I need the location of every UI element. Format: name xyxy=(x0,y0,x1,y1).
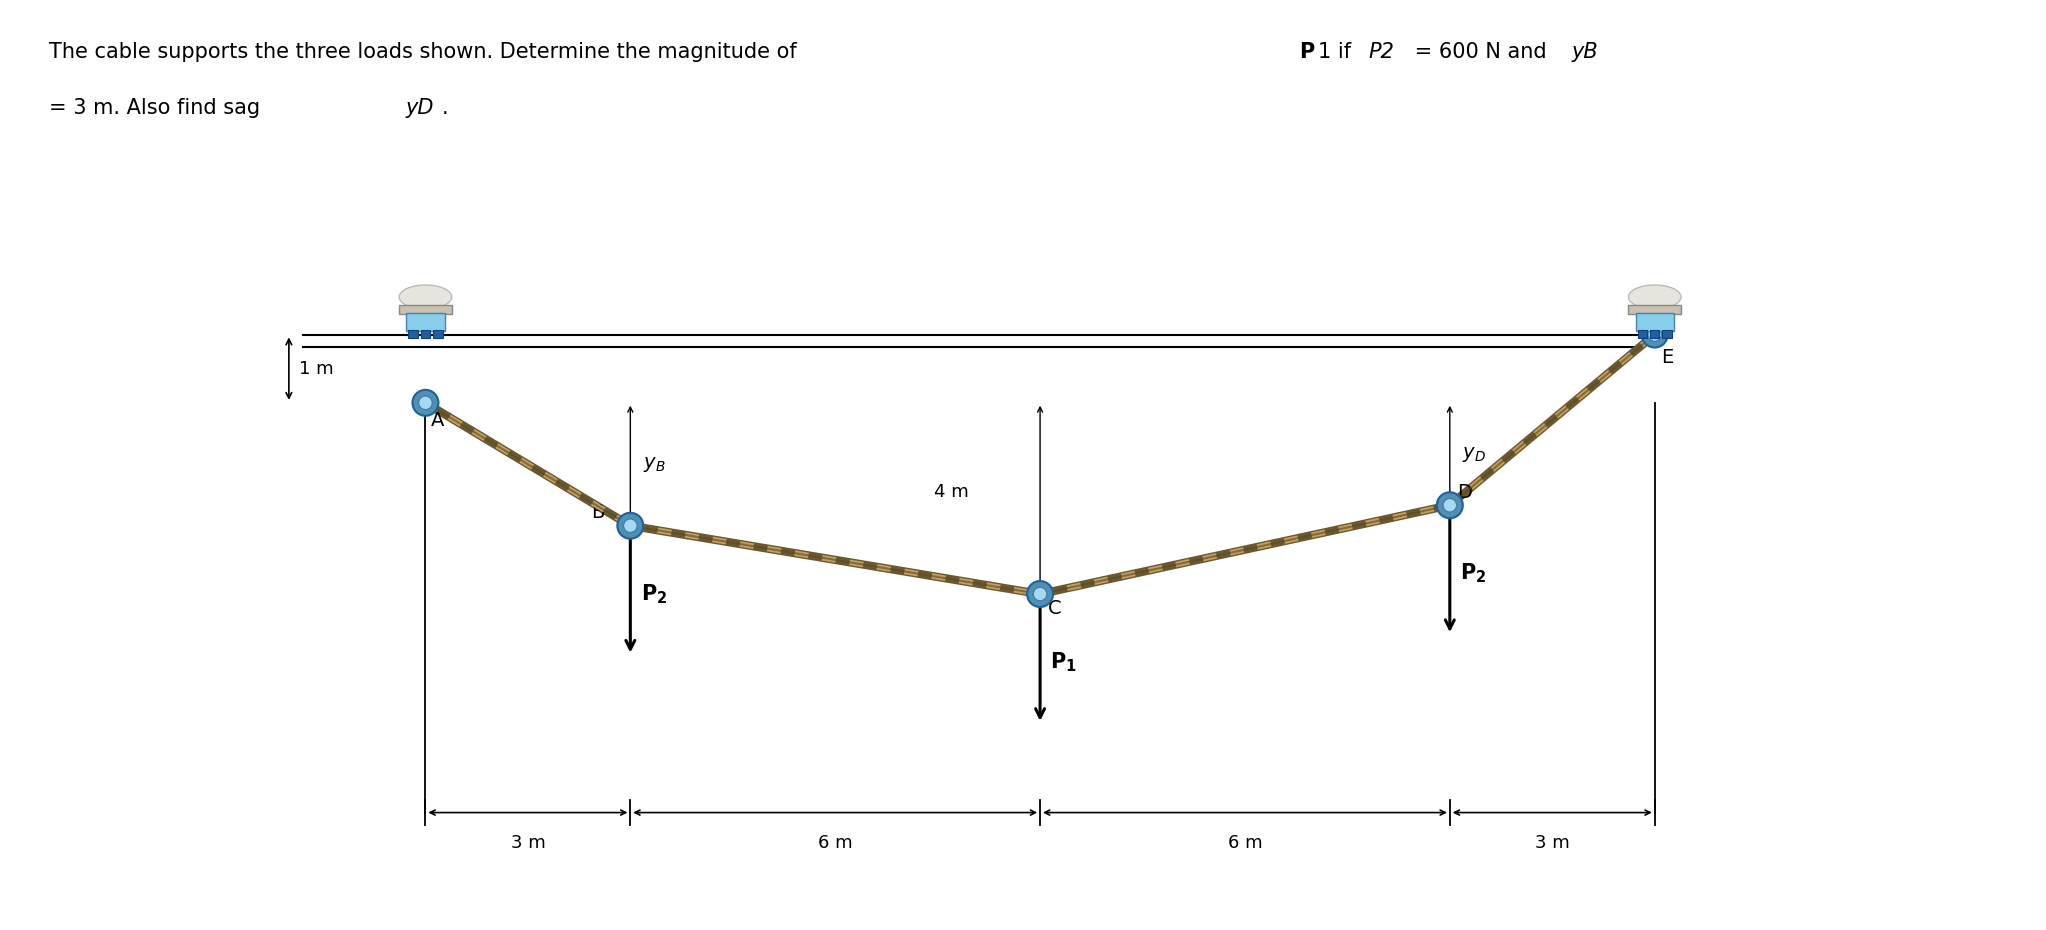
Text: yB: yB xyxy=(1571,42,1598,62)
Text: yD: yD xyxy=(405,98,434,118)
Text: $\mathbf{P_1}$: $\mathbf{P_1}$ xyxy=(1050,650,1076,674)
Text: B: B xyxy=(591,503,604,523)
Text: 1 m: 1 m xyxy=(299,360,333,378)
Text: D: D xyxy=(1457,483,1471,502)
Text: The cable supports the three loads shown. Determine the magnitude of: The cable supports the three loads shown… xyxy=(49,42,804,62)
Circle shape xyxy=(1647,327,1661,341)
FancyBboxPatch shape xyxy=(407,312,444,331)
Circle shape xyxy=(1641,322,1667,348)
Text: 6 m: 6 m xyxy=(1228,834,1262,853)
Text: 6 m: 6 m xyxy=(818,834,853,853)
FancyBboxPatch shape xyxy=(1661,330,1672,338)
Ellipse shape xyxy=(1629,285,1682,309)
Text: $\mathbf{P_2}$: $\mathbf{P_2}$ xyxy=(1461,562,1487,585)
Text: A: A xyxy=(432,411,444,430)
Text: 3 m: 3 m xyxy=(512,834,546,853)
Text: C: C xyxy=(1048,600,1062,618)
Ellipse shape xyxy=(399,285,452,309)
FancyBboxPatch shape xyxy=(399,305,452,314)
FancyBboxPatch shape xyxy=(434,330,442,338)
Text: $y_D$: $y_D$ xyxy=(1463,445,1485,463)
Circle shape xyxy=(1027,581,1054,607)
Circle shape xyxy=(1033,587,1048,601)
Text: .: . xyxy=(442,98,448,118)
FancyBboxPatch shape xyxy=(421,330,430,338)
Circle shape xyxy=(624,519,636,533)
Text: 3 m: 3 m xyxy=(1534,834,1569,853)
Circle shape xyxy=(419,396,432,409)
Text: P: P xyxy=(1299,42,1314,62)
Circle shape xyxy=(413,390,438,416)
Circle shape xyxy=(618,512,642,538)
FancyBboxPatch shape xyxy=(1637,330,1647,338)
Text: = 3 m. Also find sag: = 3 m. Also find sag xyxy=(49,98,266,118)
Text: E: E xyxy=(1661,348,1674,367)
Circle shape xyxy=(1442,498,1457,512)
FancyBboxPatch shape xyxy=(409,330,417,338)
Text: 1 if: 1 if xyxy=(1318,42,1356,62)
FancyBboxPatch shape xyxy=(1629,305,1682,314)
FancyBboxPatch shape xyxy=(1649,330,1659,338)
Text: $y_B$: $y_B$ xyxy=(642,455,665,473)
Text: 4 m: 4 m xyxy=(933,483,968,500)
Text: $\mathbf{P_2}$: $\mathbf{P_2}$ xyxy=(640,582,667,605)
Circle shape xyxy=(1436,492,1463,518)
FancyBboxPatch shape xyxy=(1635,312,1674,331)
Text: P2: P2 xyxy=(1369,42,1395,62)
Text: = 600 N and: = 600 N and xyxy=(1408,42,1553,62)
